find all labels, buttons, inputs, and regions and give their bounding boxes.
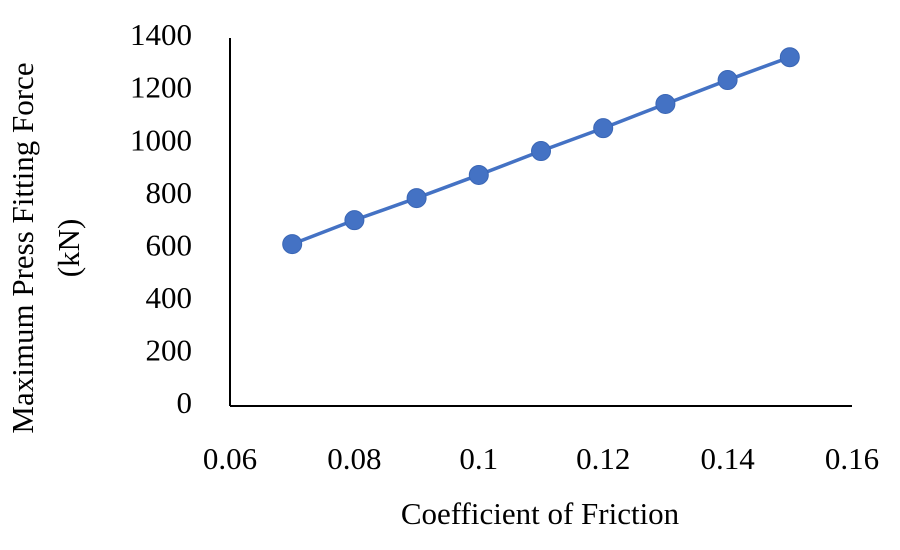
y-tick-label: 1000: [130, 122, 192, 157]
y-tick-label: 200: [146, 333, 193, 368]
point: [468, 164, 489, 185]
x-tick-label: 0.16: [825, 441, 879, 476]
y-axis-label: Maximum Press Fitting Force: [5, 62, 40, 433]
y-tick-label: 600: [146, 227, 193, 262]
y-tick-label: 0: [177, 385, 193, 420]
y-tick-label: 1400: [130, 17, 192, 52]
point: [779, 47, 800, 68]
point: [717, 70, 738, 91]
point: [344, 210, 365, 231]
y-tick-label: 800: [146, 175, 193, 210]
y-tick-label: 1200: [130, 70, 192, 105]
x-tick-label: 0.14: [700, 441, 755, 476]
x-tick-label: 0.08: [327, 441, 381, 476]
x-tick-label: 0.06: [203, 441, 257, 476]
x-tick-label: 0.1: [459, 441, 498, 476]
x-tick-label: 0.12: [576, 441, 630, 476]
point: [282, 234, 303, 255]
y-tick-label: 400: [146, 280, 193, 315]
point: [655, 93, 676, 114]
x-axis-label: Coefficient of Friction: [401, 496, 680, 531]
y-axis-label: (kN): [51, 219, 86, 278]
point: [531, 141, 551, 162]
point: [406, 188, 427, 209]
point: [593, 118, 614, 139]
